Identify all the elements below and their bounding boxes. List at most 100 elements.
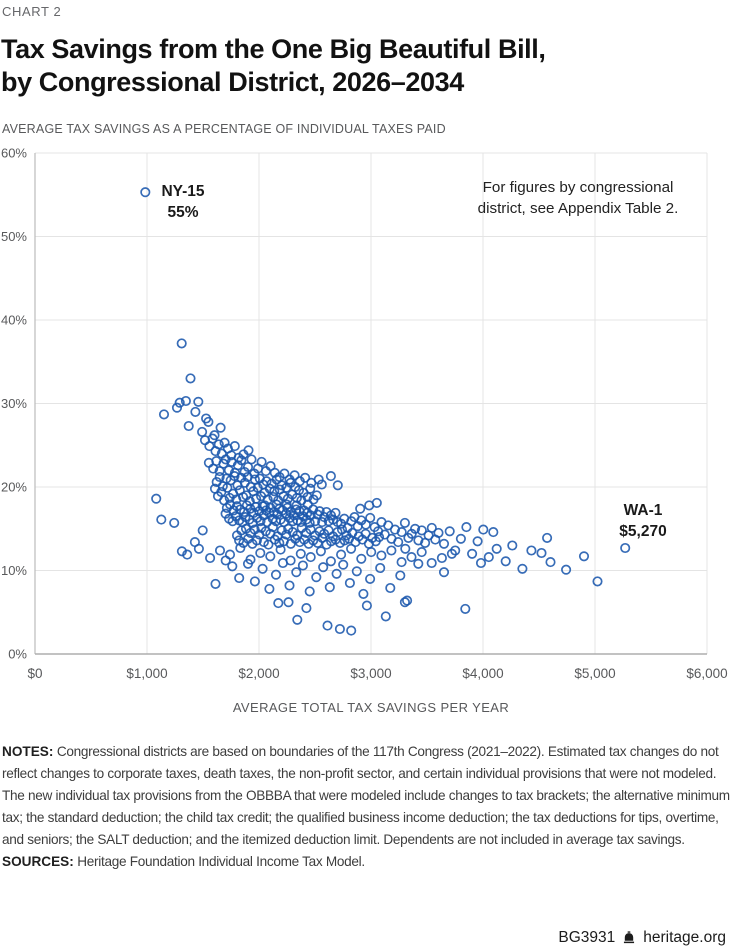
data-point (395, 570, 406, 581)
data-point (365, 573, 376, 584)
y-tick-label: 30% (1, 396, 27, 411)
data-point (281, 499, 292, 510)
data-point (356, 553, 367, 564)
y-tick-label: 20% (1, 480, 27, 495)
data-point (315, 546, 326, 557)
x-tick-label: $0 (27, 666, 42, 681)
data-point (265, 551, 276, 562)
x-axis-title: AVERAGE TOTAL TAX SAVINGS PER YEAR (233, 700, 509, 715)
data-point (332, 480, 343, 491)
data-point (229, 471, 240, 482)
data-point (203, 416, 214, 427)
data-point (304, 586, 315, 597)
data-point (338, 559, 349, 570)
data-point (475, 557, 487, 569)
data-point (536, 547, 547, 559)
data-point (302, 499, 313, 510)
data-point (578, 551, 590, 562)
data-point (483, 552, 494, 563)
x-tick-label: $2,000 (238, 666, 279, 681)
data-point (273, 598, 284, 609)
data-point (295, 548, 306, 559)
data-point (406, 552, 417, 563)
data-point (171, 402, 183, 413)
data-point (274, 537, 285, 548)
sources-label: SOURCES: (2, 854, 74, 869)
data-point (371, 497, 382, 508)
data-point (472, 536, 483, 547)
data-point (279, 468, 290, 479)
data-point (416, 525, 427, 536)
data-point (331, 568, 342, 579)
data-point (344, 577, 355, 589)
data-point (197, 426, 208, 437)
data-point (305, 483, 316, 494)
data-point (205, 552, 216, 564)
data-point (235, 542, 246, 554)
data-point (156, 514, 167, 525)
data-point (275, 544, 286, 555)
data-point (251, 535, 262, 546)
data-point (436, 552, 447, 564)
data-point (174, 397, 185, 408)
data-point (283, 597, 294, 608)
data-point (346, 543, 357, 554)
data-point (561, 564, 572, 575)
data-point (227, 516, 238, 527)
data-point (360, 519, 371, 530)
data-point (620, 542, 631, 554)
data-point (376, 550, 387, 561)
data-point (426, 522, 437, 533)
data-point (438, 538, 450, 549)
data-point (193, 396, 204, 407)
data-point (351, 566, 362, 577)
x-tick-label: $6,000 (686, 666, 727, 681)
data-point (243, 445, 254, 456)
data-point (256, 456, 267, 467)
data-point (366, 547, 377, 558)
x-tick-label: $3,000 (350, 666, 391, 681)
y-tick-label: 10% (1, 563, 27, 578)
data-point (339, 535, 350, 546)
notes-text: Congressional districts are based on bou… (2, 744, 730, 847)
data-point (255, 547, 266, 559)
data-point (455, 533, 466, 544)
data-point (545, 557, 556, 568)
data-point (310, 516, 321, 527)
data-point (438, 567, 450, 578)
data-point (500, 556, 511, 567)
data-point (300, 472, 311, 483)
data-point (361, 600, 372, 611)
data-point (491, 543, 502, 554)
data-point (325, 471, 336, 482)
chart-kicker: CHART 2 (2, 4, 62, 19)
data-point (416, 547, 427, 558)
heritage-bell-icon (624, 931, 635, 944)
data-point (396, 527, 407, 538)
notes-label: NOTES: (2, 744, 54, 759)
data-point (311, 490, 322, 501)
data-point (450, 545, 461, 556)
data-point (213, 439, 224, 450)
data-point (291, 567, 302, 578)
data-point (224, 549, 236, 560)
data-point (260, 466, 271, 477)
data-point (396, 557, 407, 568)
data-point (444, 526, 455, 537)
data-point (263, 539, 274, 550)
notes-block: NOTES: Congressional districts are based… (2, 741, 733, 873)
data-point (292, 614, 303, 625)
data-point (517, 563, 528, 574)
x-tick-label: $4,000 (462, 666, 503, 681)
data-point (190, 406, 201, 417)
data-point (336, 549, 347, 560)
data-point (399, 517, 410, 528)
chart-title-line2: by Congressional District, 2026–2034 (1, 67, 464, 97)
data-point (400, 543, 411, 554)
data-point (325, 556, 336, 567)
data-point (305, 552, 316, 563)
data-point (375, 562, 386, 574)
data-point (210, 578, 221, 589)
